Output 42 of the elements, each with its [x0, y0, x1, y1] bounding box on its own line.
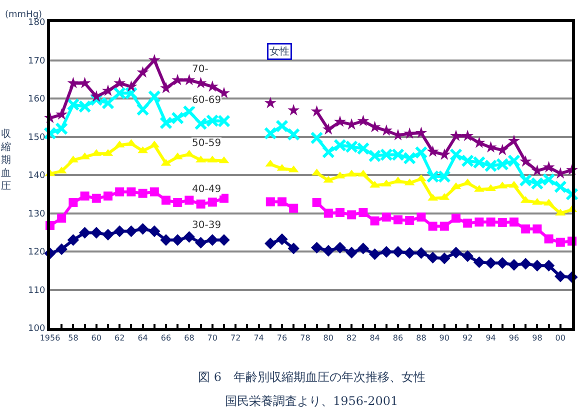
x-tick-label: 58	[68, 334, 78, 343]
x-tick-label: 84	[370, 334, 380, 343]
y-tick-label: 130	[28, 209, 46, 220]
text: 国民栄養調査より、1956-2001	[225, 394, 398, 408]
y-axis-title: 収縮期血圧	[0, 128, 11, 192]
x-tick-label: 76	[276, 334, 288, 343]
x-tick-label: 72	[230, 334, 241, 343]
y-tick-label: 120	[28, 248, 46, 258]
x-tick-label: 80	[323, 334, 334, 343]
x-tick-label: 60	[91, 334, 102, 343]
x-tick-label: 62	[114, 334, 125, 343]
x-tick-label: 70	[207, 334, 218, 343]
x-tick-label: 96	[508, 334, 520, 343]
y-tick-label: 170	[28, 56, 46, 66]
series-label: 70-	[192, 64, 209, 75]
y-tick-label: 160	[28, 94, 46, 105]
x-tick-label: 88	[416, 334, 426, 343]
text: (mmHg)	[5, 10, 42, 20]
series-label: 40-49	[192, 184, 222, 195]
text: 図 6 年齢別収縮期血圧の年次推移、女性	[198, 370, 426, 384]
y-tick-label: 150	[28, 132, 46, 143]
x-tick-label: 66	[160, 334, 172, 343]
x-tick-label: 68	[184, 334, 194, 343]
y-tick-label: 140	[28, 171, 46, 182]
x-tick-label: 82	[346, 334, 357, 343]
x-tick-label: 98	[532, 334, 542, 343]
x-tick-label: 00	[555, 334, 566, 343]
y-tick-label: 180	[28, 18, 46, 28]
series-label: 60-69	[192, 95, 222, 106]
x-tick-label: 92	[462, 334, 473, 343]
annotation: 女性	[270, 46, 290, 58]
x-tick-label: 86	[392, 334, 404, 343]
y-tick-label: 110	[28, 286, 46, 296]
series-label: 50-59	[192, 138, 222, 149]
x-tick-label: 78	[300, 334, 310, 343]
x-tick-label: 74	[254, 334, 264, 343]
x-tick-label: 94	[486, 334, 496, 343]
x-tick-label: 64	[138, 334, 148, 343]
x-tick-label: 1956	[40, 334, 60, 343]
series-label: 30-39	[192, 220, 222, 231]
x-tick-label: 90	[439, 334, 450, 343]
y-tick-label: 100	[28, 324, 46, 334]
